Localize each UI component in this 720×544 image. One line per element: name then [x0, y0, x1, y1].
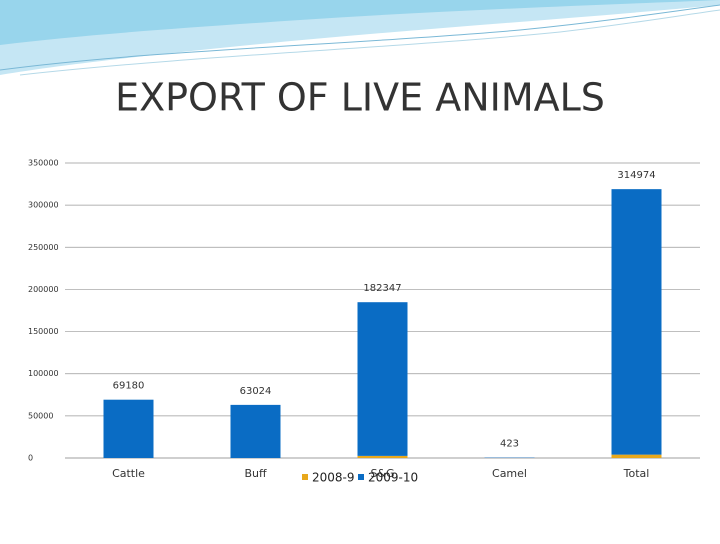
y-tick-label: 300000: [28, 201, 59, 210]
legend-label: 2008-9: [312, 471, 355, 485]
bar-segment: [231, 405, 281, 458]
y-tick-label: 350000: [28, 159, 59, 168]
bar-segment: [612, 189, 662, 454]
y-tick-label: 100000: [28, 369, 59, 378]
bar-segment: [612, 455, 662, 458]
y-tick-label: 200000: [28, 285, 59, 294]
y-tick-label: 150000: [28, 327, 59, 336]
data-label: 314974: [617, 170, 655, 181]
data-label: 423: [500, 439, 519, 450]
legend-swatch: [358, 474, 364, 480]
chart-title: EXPORT OF LIVE ANIMALS: [115, 76, 605, 120]
legend-swatch: [302, 474, 308, 480]
data-label: 63024: [240, 386, 272, 397]
x-tick-label: Cattle: [112, 467, 145, 480]
data-label: 69180: [113, 381, 145, 392]
bar-segment: [104, 400, 154, 458]
y-tick-label: 50000: [28, 411, 53, 420]
x-tick-label: Buff: [244, 467, 267, 480]
bar-segment: [358, 456, 408, 458]
y-tick-label: 0: [28, 454, 33, 463]
legend-label: 2009-10: [368, 471, 418, 485]
bar-segment: [358, 302, 408, 456]
header-decoration: [0, 0, 720, 75]
x-tick-label: Camel: [492, 467, 527, 480]
x-tick-label: Total: [623, 467, 650, 480]
y-tick-label: 250000: [28, 243, 59, 252]
data-label: 182347: [363, 283, 401, 294]
